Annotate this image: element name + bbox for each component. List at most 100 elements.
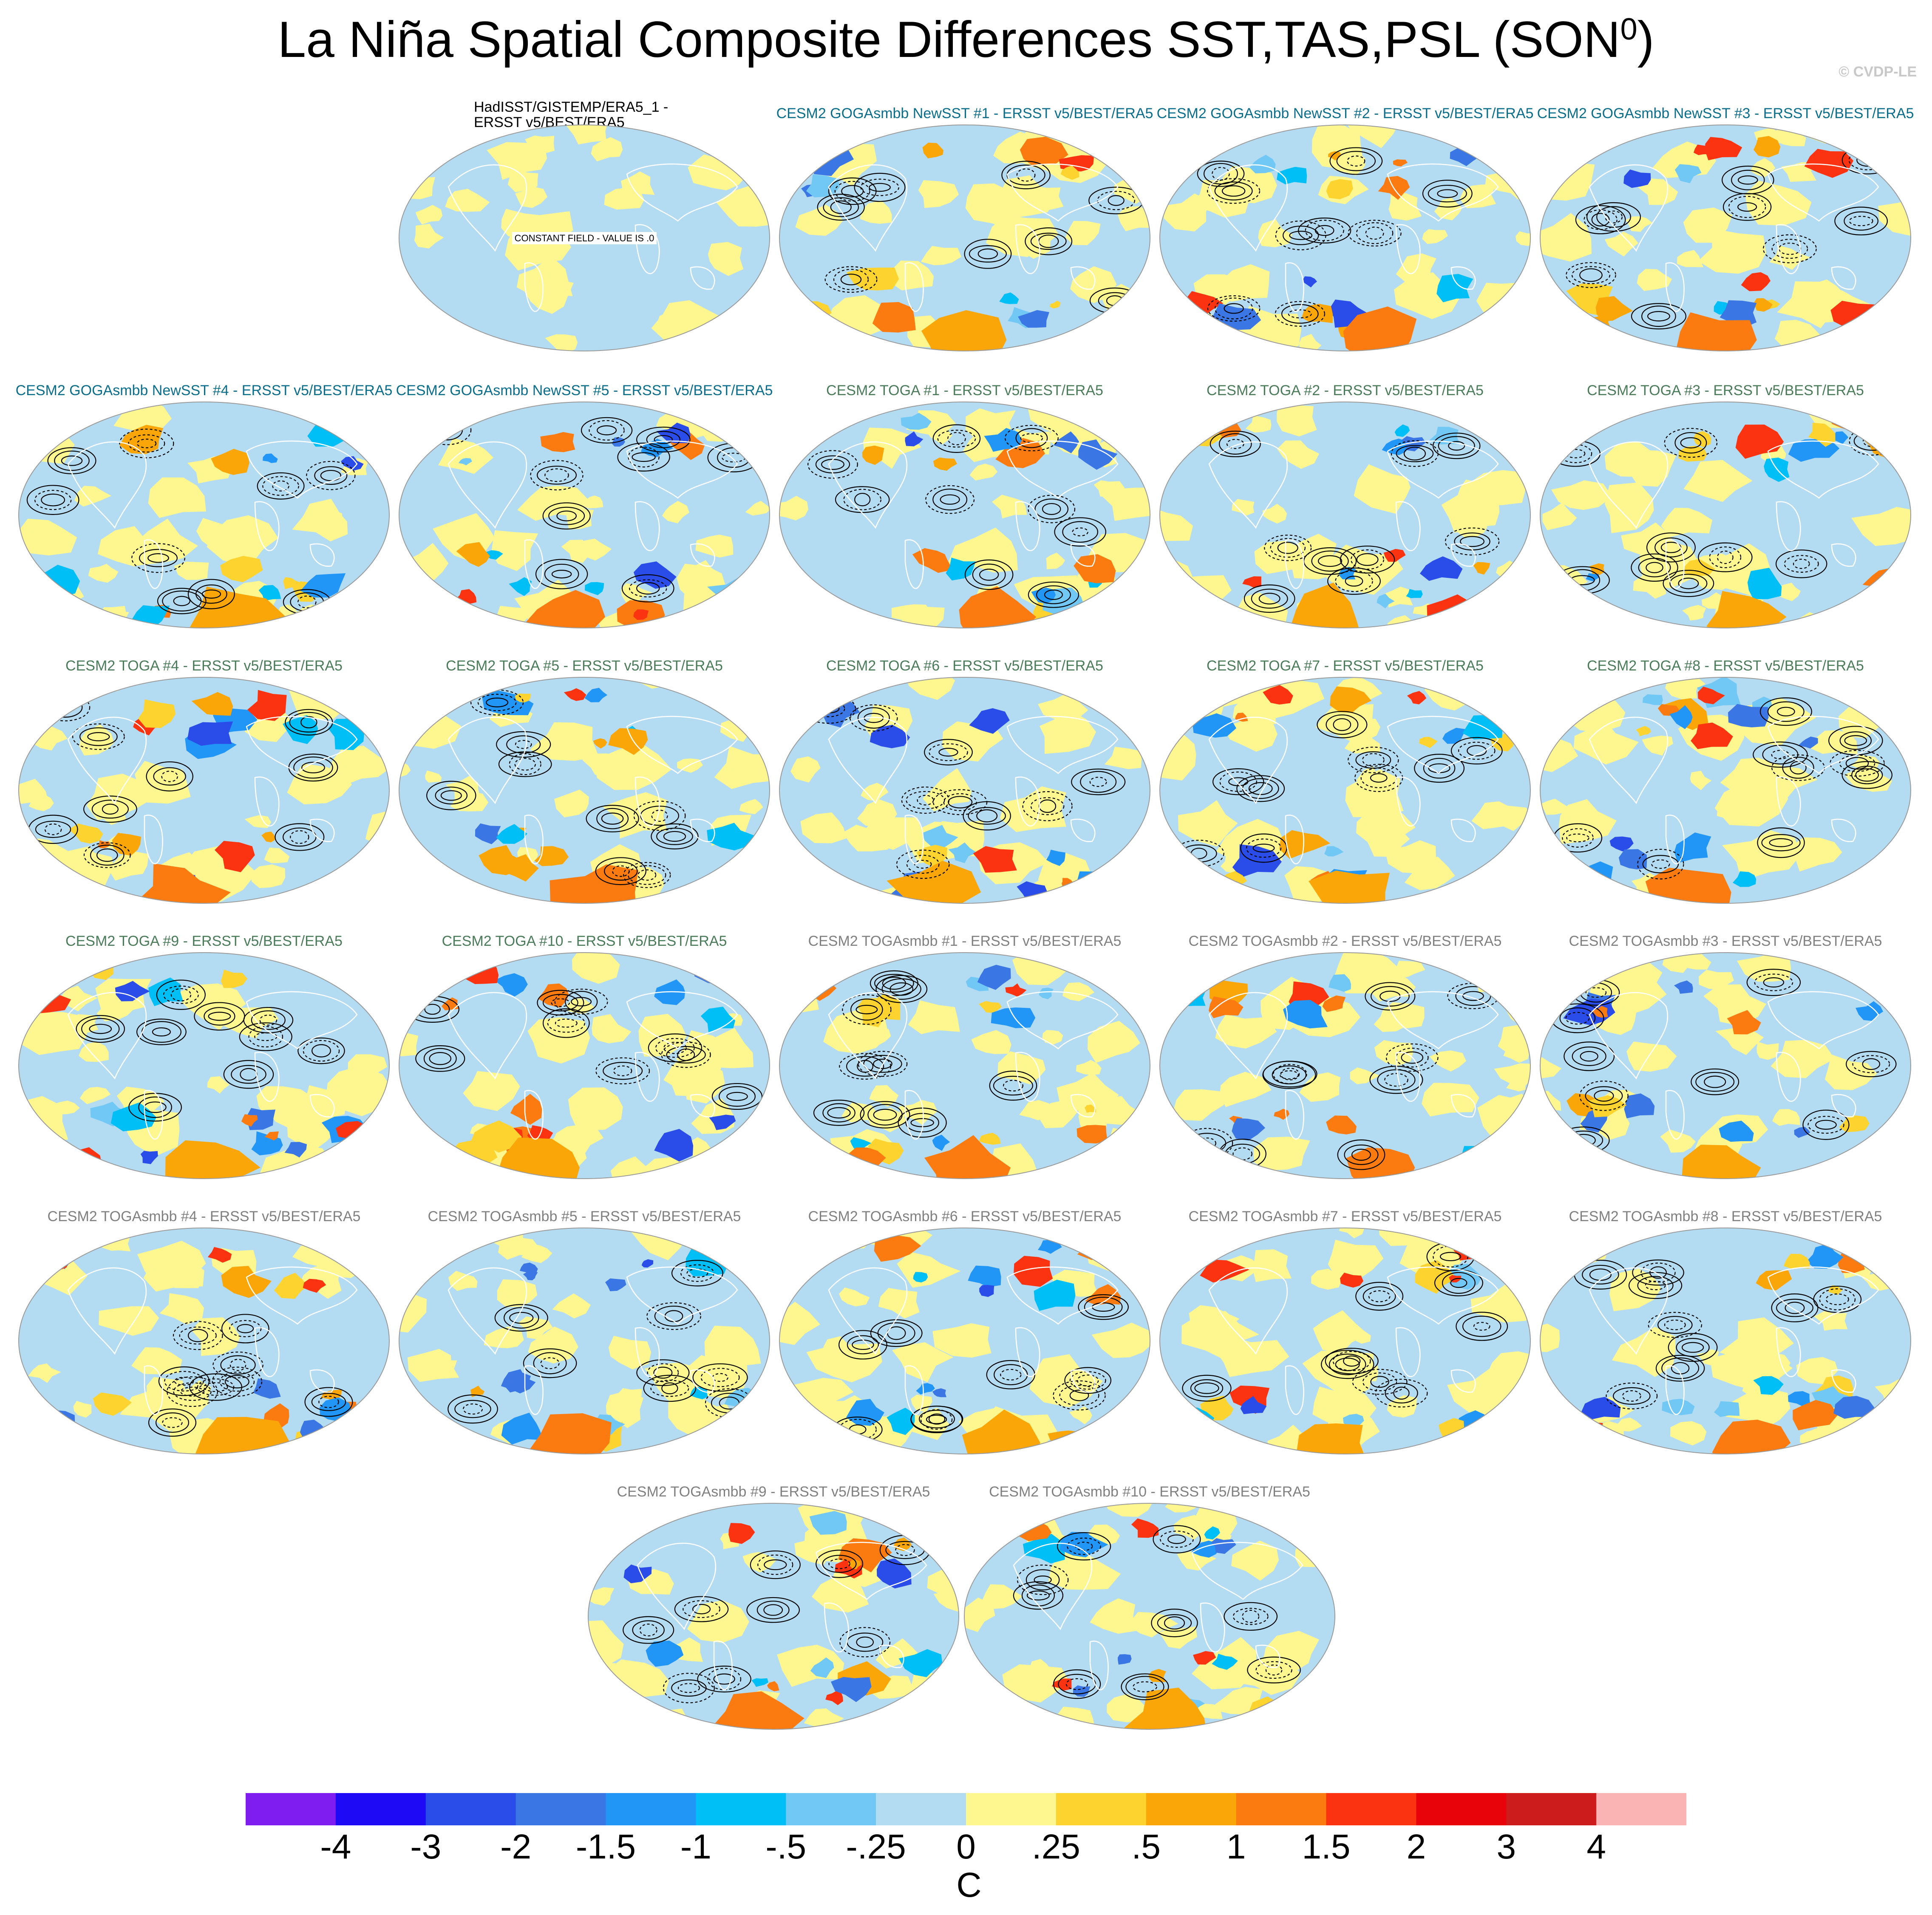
map-panel: CESM2 TOGAsmbb #9 - ERSST v5/BEST/ERA5 <box>586 1484 960 1760</box>
panel-title: CESM2 TOGAsmbb #5 - ERSST v5/BEST/ERA5 <box>428 1208 741 1225</box>
map-panel: CESM2 TOGA #3 - ERSST v5/BEST/ERA5 <box>1538 382 1912 659</box>
colorbar-swatch <box>606 1793 696 1825</box>
colorbar-swatch <box>246 1793 336 1825</box>
robinson-map <box>399 402 770 628</box>
panel-title: CESM2 TOGAsmbb #1 - ERSST v5/BEST/ERA5 <box>808 933 1122 949</box>
panel-title: CESM2 TOGAsmbb #7 - ERSST v5/BEST/ERA5 <box>1188 1208 1502 1225</box>
colorbar-tick-label: -2 <box>500 1827 532 1866</box>
title-close: ) <box>1637 11 1654 68</box>
colorbar-tick-label: -3 <box>410 1827 442 1866</box>
panel-title: CESM2 TOGA #1 - ERSST v5/BEST/ERA5 <box>826 382 1103 399</box>
panel-title: CESM2 TOGAsmbb #9 - ERSST v5/BEST/ERA5 <box>617 1484 930 1500</box>
colorbar-tick-label: -.5 <box>765 1827 807 1866</box>
robinson-map <box>964 1503 1335 1730</box>
colorbar-swatch <box>696 1793 786 1825</box>
robinson-map <box>779 1228 1150 1454</box>
colorbar-tick-label: 1.5 <box>1302 1827 1351 1866</box>
title-superscript: 0 <box>1620 12 1637 46</box>
colorbar-tick-label: -1.5 <box>575 1827 636 1866</box>
robinson-map <box>18 952 390 1179</box>
map-panel: CESM2 TOGA #5 - ERSST v5/BEST/ERA5 <box>397 658 771 934</box>
robinson-map <box>779 677 1150 904</box>
colorbar-tick-label: 1 <box>1226 1827 1246 1866</box>
panel-title: CESM2 TOGA #6 - ERSST v5/BEST/ERA5 <box>826 658 1103 674</box>
robinson-map <box>779 124 1150 351</box>
figure-title: La Niña Spatial Composite Differences SS… <box>0 10 1932 69</box>
robinson-map <box>399 677 770 904</box>
panel-title: CESM2 TOGAsmbb #3 - ERSST v5/BEST/ERA5 <box>1569 933 1882 949</box>
map-panel: CESM2 TOGAsmbb #6 - ERSST v5/BEST/ERA5 <box>778 1208 1152 1485</box>
colorbar-swatch <box>1506 1793 1597 1825</box>
colorbar-swatch <box>1416 1793 1507 1825</box>
panel-title: CESM2 GOGAsmbb NewSST #2 - ERSST v5/BEST… <box>1156 105 1534 122</box>
panel-title: CESM2 TOGAsmbb #4 - ERSST v5/BEST/ERA5 <box>47 1208 361 1225</box>
panel-title: CESM2 TOGAsmbb #8 - ERSST v5/BEST/ERA5 <box>1569 1208 1882 1225</box>
robinson-map <box>399 124 770 351</box>
map-panel: CESM2 TOGA #6 - ERSST v5/BEST/ERA5 <box>778 658 1152 934</box>
robinson-map <box>1159 124 1531 351</box>
colorbar-swatch <box>335 1793 426 1825</box>
panel-title: HadISST/GISTEMP/ERA5_1 - ERSST v5/BEST/E… <box>474 99 669 130</box>
colorbar <box>246 1793 1686 1825</box>
robinson-map <box>399 1228 770 1454</box>
panel-title: CESM2 TOGA #8 - ERSST v5/BEST/ERA5 <box>1587 658 1864 674</box>
map-panel: CESM2 TOGA #2 - ERSST v5/BEST/ERA5 <box>1158 382 1532 659</box>
robinson-map <box>779 952 1150 1179</box>
map-panel: CESM2 GOGAsmbb NewSST #4 - ERSST v5/BEST… <box>16 382 392 659</box>
panel-title: CESM2 TOGA #2 - ERSST v5/BEST/ERA5 <box>1207 382 1484 399</box>
map-panel: CESM2 TOGA #1 - ERSST v5/BEST/ERA5 <box>778 382 1152 659</box>
panel-title: CESM2 TOGA #10 - ERSST v5/BEST/ERA5 <box>442 933 727 949</box>
panel-title: CESM2 TOGA #5 - ERSST v5/BEST/ERA5 <box>446 658 723 674</box>
panel-title: CESM2 GOGAsmbb NewSST #5 - ERSST v5/BEST… <box>396 382 773 399</box>
map-panel: CESM2 GOGAsmbb NewSST #2 - ERSST v5/BEST… <box>1157 105 1533 382</box>
panel-title: CESM2 GOGAsmbb NewSST #4 - ERSST v5/BEST… <box>15 382 393 399</box>
constant-field-note: CONSTANT FIELD - VALUE IS .0 <box>397 232 771 244</box>
robinson-map <box>18 1228 390 1454</box>
colorbar-tick-label: -1 <box>680 1827 711 1866</box>
colorbar-swatch <box>966 1793 1057 1825</box>
robinson-map <box>1540 124 1911 351</box>
map-panel: CESM2 GOGAsmbb NewSST #1 - ERSST v5/BEST… <box>776 105 1153 382</box>
map-panel: CESM2 TOGAsmbb #7 - ERSST v5/BEST/ERA5 <box>1158 1208 1532 1485</box>
panel-title: CESM2 TOGA #3 - ERSST v5/BEST/ERA5 <box>1587 382 1864 399</box>
map-panel: CESM2 TOGAsmbb #1 - ERSST v5/BEST/ERA5 <box>778 933 1152 1209</box>
colorbar-tick-label: -4 <box>320 1827 351 1866</box>
robinson-map <box>399 952 770 1179</box>
map-panel: CESM2 TOGAsmbb #4 - ERSST v5/BEST/ERA5 <box>17 1208 391 1485</box>
colorbar-unit: C <box>956 1866 982 1904</box>
colorbar-tick-label: 2 <box>1406 1827 1426 1866</box>
robinson-map <box>1540 952 1911 1179</box>
panel-title: CESM2 TOGA #7 - ERSST v5/BEST/ERA5 <box>1207 658 1484 674</box>
colorbar-swatch <box>1326 1793 1416 1825</box>
map-panel: CESM2 TOGA #4 - ERSST v5/BEST/ERA5 <box>17 658 391 934</box>
map-panel: CESM2 TOGA #7 - ERSST v5/BEST/ERA5 <box>1158 658 1532 934</box>
colorbar-tick-label: 4 <box>1586 1827 1606 1866</box>
robinson-map <box>1159 402 1531 628</box>
colorbar-swatch <box>1056 1793 1147 1825</box>
panel-title: CESM2 GOGAsmbb NewSST #3 - ERSST v5/BEST… <box>1537 105 1914 122</box>
constant-field-text: CONSTANT FIELD - VALUE IS .0 <box>512 232 657 244</box>
robinson-map <box>1159 952 1531 1179</box>
colorbar-swatch <box>516 1793 606 1825</box>
panel-title: CESM2 TOGA #4 - ERSST v5/BEST/ERA5 <box>65 658 343 674</box>
panel-title: CESM2 TOGA #9 - ERSST v5/BEST/ERA5 <box>65 933 343 949</box>
map-panel: CESM2 GOGAsmbb NewSST #3 - ERSST v5/BEST… <box>1537 105 1914 382</box>
colorbar-tick-label: -.25 <box>846 1827 906 1866</box>
robinson-map <box>18 402 390 628</box>
robinson-map <box>588 1503 959 1730</box>
colorbar-swatch <box>1146 1793 1237 1825</box>
colorbar-swatch <box>1236 1793 1327 1825</box>
colorbar-swatch <box>876 1793 966 1825</box>
map-panel: CESM2 GOGAsmbb NewSST #5 - ERSST v5/BEST… <box>396 382 773 659</box>
robinson-map <box>1540 402 1911 628</box>
robinson-map <box>1159 1228 1531 1454</box>
panel-title: CESM2 GOGAsmbb NewSST #1 - ERSST v5/BEST… <box>776 105 1153 122</box>
map-panel: CESM2 TOGAsmbb #8 - ERSST v5/BEST/ERA5 <box>1538 1208 1912 1485</box>
robinson-map <box>779 402 1150 628</box>
robinson-map <box>18 677 390 904</box>
map-panel: CESM2 TOGA #8 - ERSST v5/BEST/ERA5 <box>1538 658 1912 934</box>
title-text: La Niña Spatial Composite Differences SS… <box>278 11 1620 68</box>
panel-title: CESM2 TOGAsmbb #2 - ERSST v5/BEST/ERA5 <box>1188 933 1502 949</box>
colorbar-tick-label: 3 <box>1496 1827 1516 1866</box>
credit-label: © CVDP-LE <box>1839 64 1917 80</box>
